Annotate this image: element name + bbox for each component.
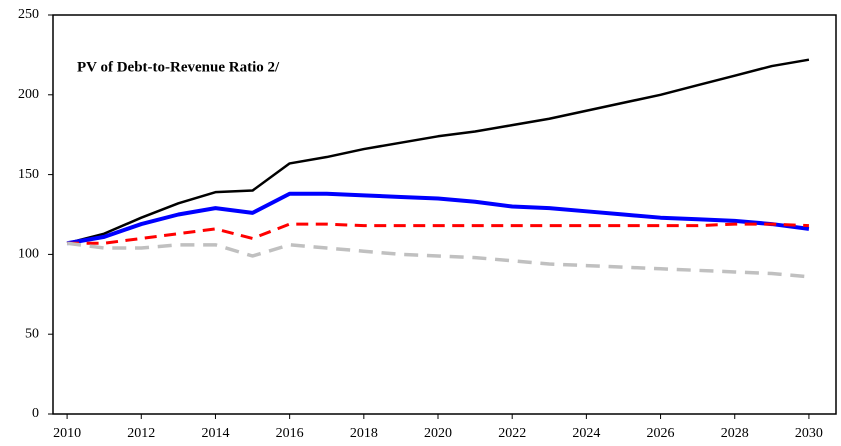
x-tick-label: 2022 [498, 426, 526, 441]
x-tick-label: 2028 [721, 426, 749, 441]
x-tick-label: 2030 [795, 426, 823, 441]
x-tick-label: 2010 [53, 426, 81, 441]
x-tick-label: 2024 [572, 426, 600, 441]
y-tick-label: 250 [18, 7, 39, 22]
series-line [66, 191, 810, 246]
series-line [67, 222, 809, 245]
x-tick-label: 2016 [276, 426, 304, 441]
x-tick-label: 2018 [350, 426, 378, 441]
series-line [66, 58, 810, 245]
y-tick-label: 50 [25, 326, 39, 341]
y-tick-label: 100 [18, 247, 39, 262]
y-tick-label: 150 [18, 167, 39, 182]
y-tick-label: 0 [32, 406, 39, 421]
chart-title: PV of Debt-to-Revenue Ratio 2/ [77, 59, 280, 75]
y-tick-label: 200 [18, 87, 39, 102]
plot-frame [52, 14, 837, 415]
x-tick-label: 2020 [424, 426, 452, 441]
x-tick-label: 2012 [127, 426, 155, 441]
x-tick-label: 2026 [647, 426, 675, 441]
series-line [66, 241, 810, 279]
x-tick-label: 2014 [201, 426, 229, 441]
